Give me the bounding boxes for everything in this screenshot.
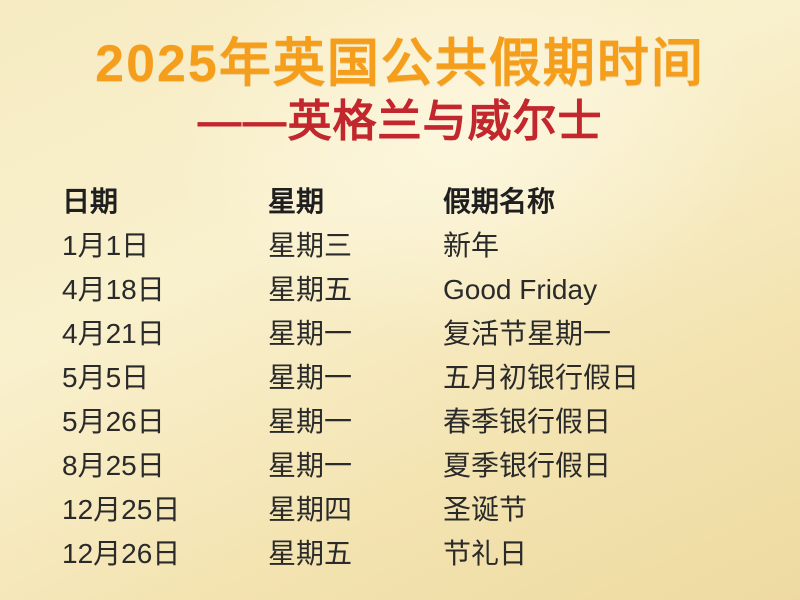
page-title: 2025年英国公共假期时间 [95,35,705,93]
cell-date: 12月25日 [62,494,181,525]
table-row: 4月18日 星期五 Good Friday [62,268,800,312]
table-header-row: 日期 星期 假期名称 [62,180,800,224]
column-header-weekday: 星期 [268,186,325,217]
table-row: 12月26日 星期五 节礼日 [62,532,800,576]
cell-weekday: 星期一 [268,450,353,481]
cell-date: 4月21日 [62,318,165,349]
cell-weekday: 星期四 [268,494,353,525]
cell-date: 5月5日 [62,362,150,393]
cell-holiday-name: 圣诞节 [443,494,528,525]
cell-holiday-name: 夏季银行假日 [443,450,612,481]
cell-weekday: 星期一 [268,318,353,349]
cell-date: 4月18日 [62,274,165,305]
column-header-holiday-name: 假期名称 [443,186,556,217]
table-row: 12月25日 星期四 圣诞节 [62,488,800,532]
cell-holiday-name: 新年 [443,230,500,261]
cell-date: 12月26日 [62,538,181,569]
table-row: 4月21日 星期一 复活节星期一 [62,312,800,356]
table-row: 5月5日 星期一 五月初银行假日 [62,356,800,400]
holiday-table: 日期 星期 假期名称 1月1日 星期三 新年 4月18日 星期五 Good Fr… [62,180,800,576]
cell-weekday: 星期五 [268,538,353,569]
cell-holiday-name: 节礼日 [443,538,528,569]
cell-holiday-name: Good Friday [443,274,598,305]
table-row: 1月1日 星期三 新年 [62,224,800,268]
cell-date: 1月1日 [62,230,150,261]
cell-weekday: 星期五 [268,274,353,305]
table-row: 8月25日 星期一 夏季银行假日 [62,444,800,488]
cell-holiday-name: 五月初银行假日 [443,362,640,393]
table-row: 5月26日 星期一 春季银行假日 [62,400,800,444]
cell-date: 8月25日 [62,450,165,481]
cell-date: 5月26日 [62,406,165,437]
column-header-date: 日期 [62,186,119,217]
cell-holiday-name: 春季银行假日 [443,406,612,437]
page-subtitle: ——英格兰与威尔士 [197,97,603,146]
cell-weekday: 星期一 [268,362,353,393]
cell-weekday: 星期三 [268,230,353,261]
cell-holiday-name: 复活节星期一 [443,318,612,349]
cell-weekday: 星期一 [268,406,353,437]
